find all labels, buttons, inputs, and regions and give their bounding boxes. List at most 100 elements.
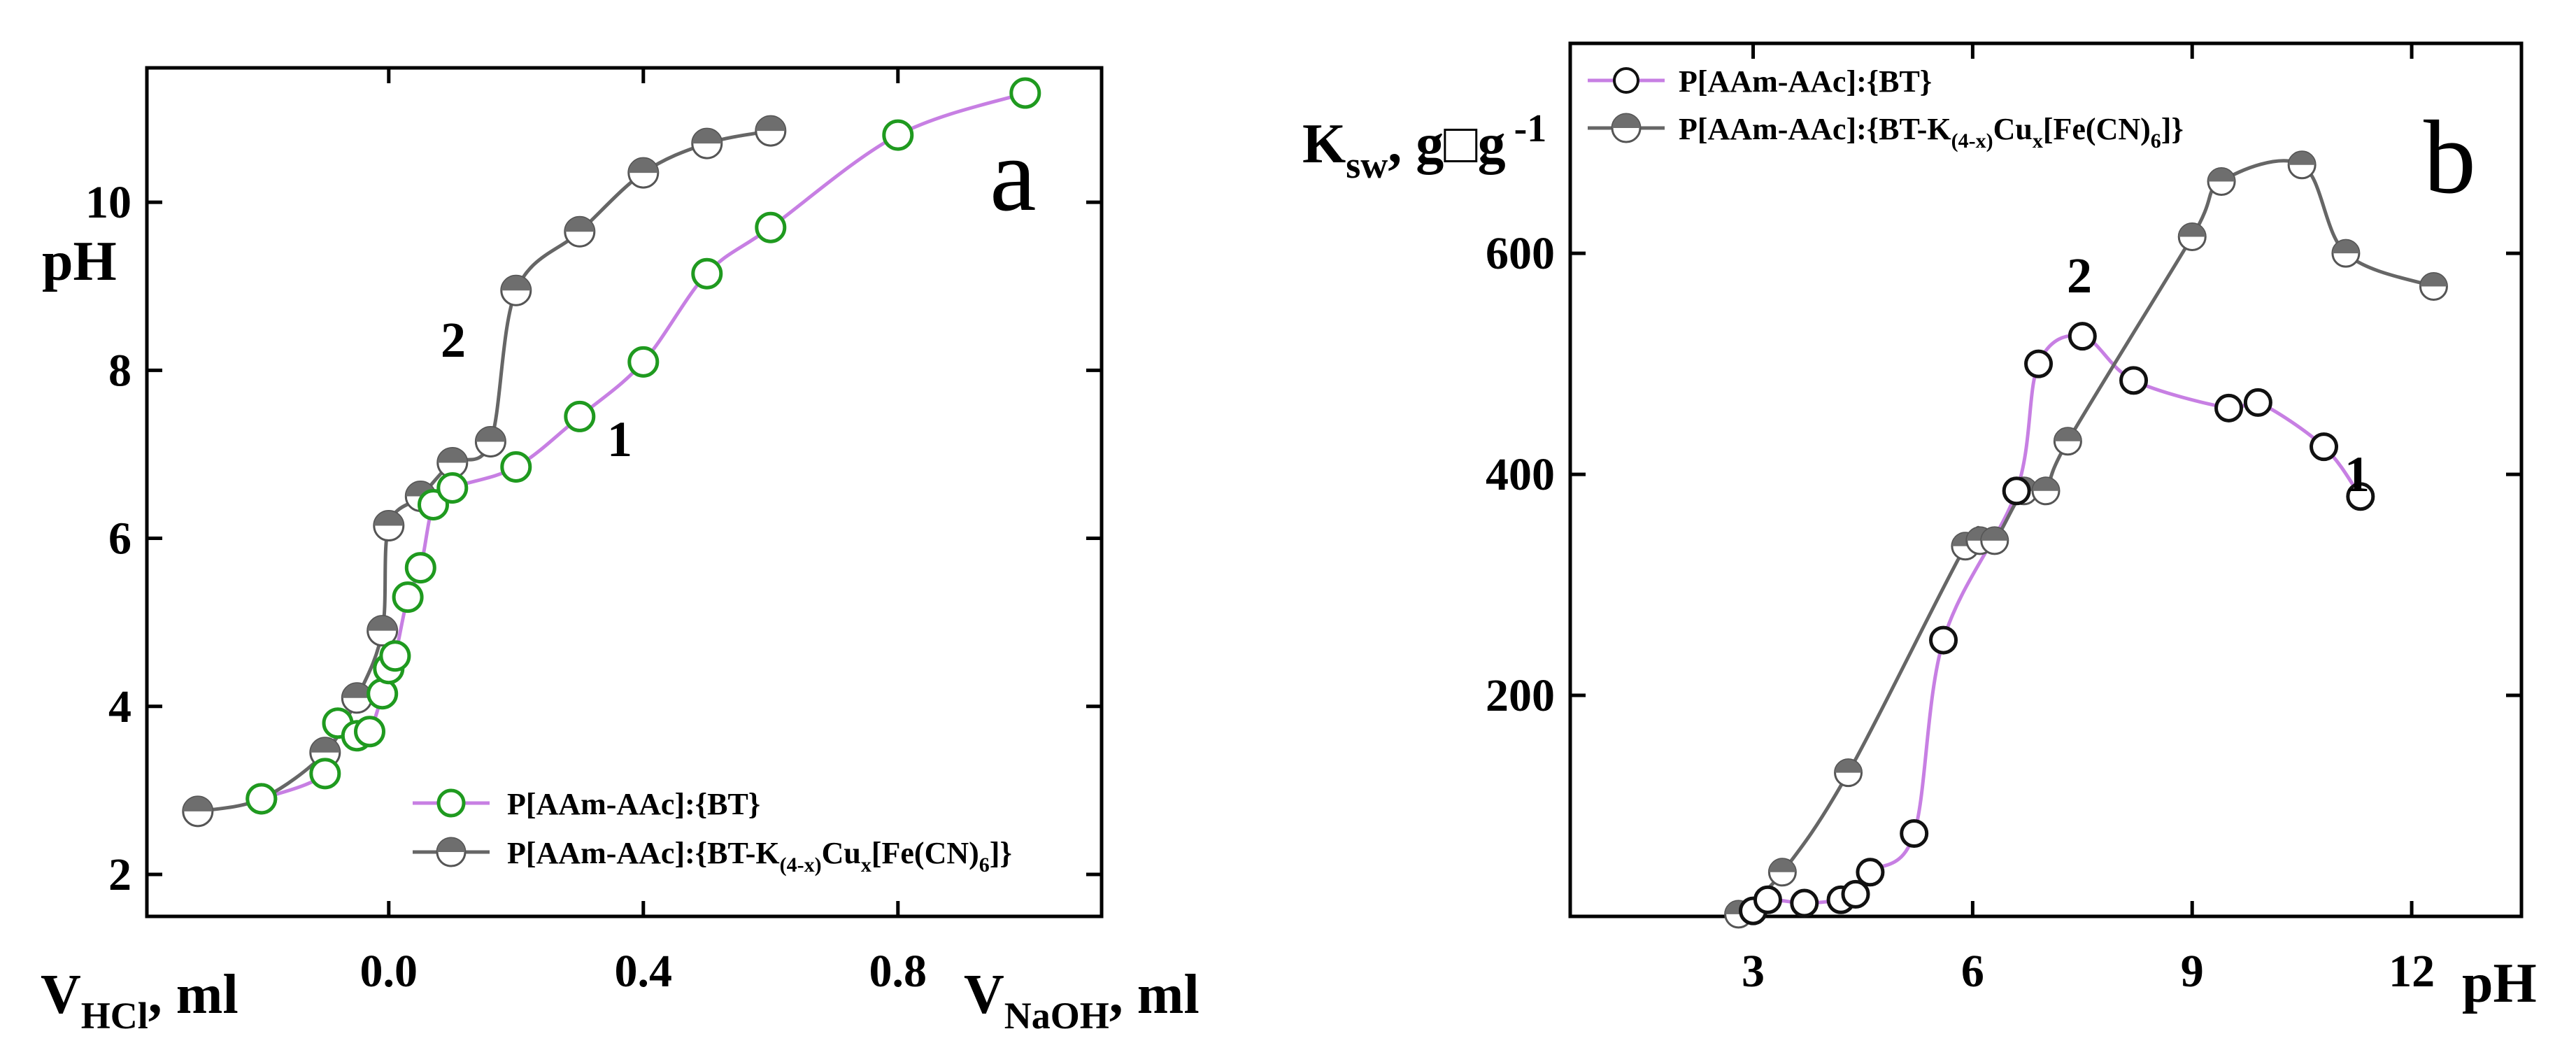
chart-b-series-2-point (1834, 758, 1863, 788)
chart-b-legend: P[AAm-AAc]:{BT} P[AAm-AAc]:{BT-K(4-x)Cux… (1588, 64, 2184, 152)
chart-a-ytick-label: 2 (108, 849, 131, 900)
chart-a-ytick-label: 8 (108, 345, 131, 396)
chart-b-series-2-point (1980, 526, 2009, 555)
chart-a-series-1-point (882, 119, 914, 151)
chart-a-series-1-point (404, 552, 436, 584)
chart-b-ylabel-sup: -1 (1514, 107, 1547, 150)
chart-b-series-1-point (2119, 366, 2149, 395)
chart-b-xtick-label: 6 (1961, 946, 1984, 997)
chart-a-tick-labels: 0.0 0.4 0.8 2 4 6 8 10 (85, 177, 927, 997)
chart-b-series-2-point (2331, 239, 2361, 268)
chart-a-series-2-point (341, 682, 373, 714)
chart-a-series-2-point (691, 127, 723, 159)
chart-a-series-2-point (182, 795, 214, 828)
chart-b-panel-label: b (2424, 99, 2476, 215)
chart-b-series-1-point (2214, 393, 2244, 423)
chart-b-series-2-point (2177, 222, 2207, 251)
chart-b-series-1-point (2068, 322, 2097, 351)
chart-b-ylabel: Ksw, g□g -1 (1302, 107, 1546, 186)
chart-b-series-2-point (1767, 858, 1797, 887)
chart-a-xlabel-right-unit: , ml (1109, 964, 1200, 1026)
chart-a-curve-label-2: 2 (441, 312, 466, 368)
chart-a-series-2-point (564, 215, 596, 248)
chart-a-ytick-label: 10 (85, 177, 131, 228)
chart-a-xlabel-left-sub: HCl (81, 995, 148, 1037)
chart-b-legend-marker-2 (1611, 113, 1642, 143)
chart-a-series-1-point (755, 211, 787, 243)
chart-b-curve-label-2: 2 (2067, 248, 2092, 304)
chart-b-series-2-point (2419, 272, 2448, 302)
chart-b-series-1-point (1929, 625, 1958, 655)
chart-a-series-2-point (436, 446, 469, 478)
chart-a-series-1-point (627, 346, 660, 378)
chart-b-ylabel-sub: sw (1346, 144, 1388, 186)
chart-a-legend-text-1: P[AAm-AAc]:{BT} (507, 787, 760, 821)
chart-b-series-1-point (2243, 388, 2272, 417)
chart-a-series-1-point (436, 471, 469, 504)
chart-a-xlabel-right: VNaOH, ml (964, 964, 1200, 1037)
chart-a-ticks (147, 68, 1102, 916)
chart-b-xtick-label: 3 (1742, 946, 1765, 997)
chart-b-frame (1568, 41, 2524, 918)
chart-a-series-2-point (627, 157, 660, 189)
chart-a-ylabel: pH (42, 231, 117, 292)
chart-b-ytick-label: 400 (1486, 449, 1555, 500)
chart-a-series-1-point (354, 716, 385, 748)
chart-b-xlabel: pH (2462, 953, 2537, 1014)
chart-a-series-2-point (373, 510, 405, 542)
chart-a-markers (182, 77, 1041, 828)
chart-b-series-1-line (1751, 334, 2362, 913)
chart-b-series-1-point (2346, 482, 2375, 511)
chart-a-ytick-label: 4 (108, 681, 131, 732)
chart-a-series-1-point (691, 257, 723, 290)
chart-b-series-1-point (2024, 349, 2054, 378)
chart-b-series-1-point (1841, 879, 1870, 909)
chart-b-series-1-point (2002, 476, 2031, 506)
chart-b-series-1-point (1753, 885, 1782, 914)
chart-a-series-1-point (564, 400, 596, 432)
chart-a-xlabel-left: VHCl, ml (41, 964, 239, 1037)
chart-a-series-1-point (1009, 77, 1041, 109)
chart-a-series-1-point (500, 451, 532, 483)
chart-b-markers (1724, 150, 2448, 929)
chart-a-legend-text-2: P[AAm-AAc]:{BT-K(4-x)Cux[Fe(CN)6]} (507, 836, 1012, 877)
chart-b-ylabel-main: K (1302, 113, 1346, 175)
chart-a-xlabel-right-sub: NaOH (1004, 995, 1109, 1037)
chart-b-series-1-point (2310, 432, 2339, 462)
chart-a-xlabel-right-main: V (964, 964, 1004, 1026)
chart-b: 3 6 9 12 200 400 600 b pH Ksw, g□g -1 2 1 P[AAm… (1302, 41, 2537, 1014)
chart-b-legend-marker-1 (1613, 67, 1639, 94)
chart-a-series-2-line (197, 129, 771, 814)
chart-a-xlabel-left-main: V (41, 964, 81, 1026)
chart-b-series-2-point (2207, 166, 2236, 196)
chart-b-series-1-point (1790, 888, 1819, 918)
chart-b-curve-label-1: 1 (2344, 446, 2370, 502)
chart-a-xlabel-left-unit: , ml (148, 964, 239, 1026)
chart-b-ylabel-box: □ (1444, 113, 1477, 175)
chart-a-series-2-point (755, 115, 787, 147)
chart-b-series-1-point (1900, 819, 1929, 849)
chart-a-legend-marker-1 (436, 788, 466, 818)
chart-a-series-2-point (474, 425, 506, 457)
chart-a-series-2-point (500, 274, 532, 306)
chart-a-series-1-point (367, 678, 399, 710)
chart-a-curve-label-1: 1 (607, 411, 632, 467)
chart-a-panel-label: a (990, 117, 1037, 233)
chart-a-series-1-point (379, 640, 411, 672)
chart-b-series-2-point (2287, 150, 2317, 180)
chart-b-ylabel-unit: , g (1388, 113, 1444, 175)
chart-b-series-2-point (2053, 427, 2082, 456)
chart-a-frame (145, 66, 1104, 918)
chart-a-series-2-point (367, 615, 399, 647)
chart-b-ytick-label: 600 (1486, 228, 1555, 279)
chart-b-legend-text-2: P[AAm-AAc]:{BT-K(4-x)Cux[Fe(CN)6]} (1679, 112, 2184, 152)
chart-b-series-2-point (2031, 476, 2061, 506)
chart-b-xtick-label: 9 (2181, 946, 2204, 997)
chart-a-legend: P[AAm-AAc]:{BT} P[AAm-AAc]:{BT-K(4-x)Cux… (413, 787, 1012, 877)
chart-b-ytick-label: 200 (1486, 670, 1555, 721)
chart-b-ylabel-g: g (1478, 113, 1506, 175)
chart-b-series-1-point (1856, 858, 1885, 887)
